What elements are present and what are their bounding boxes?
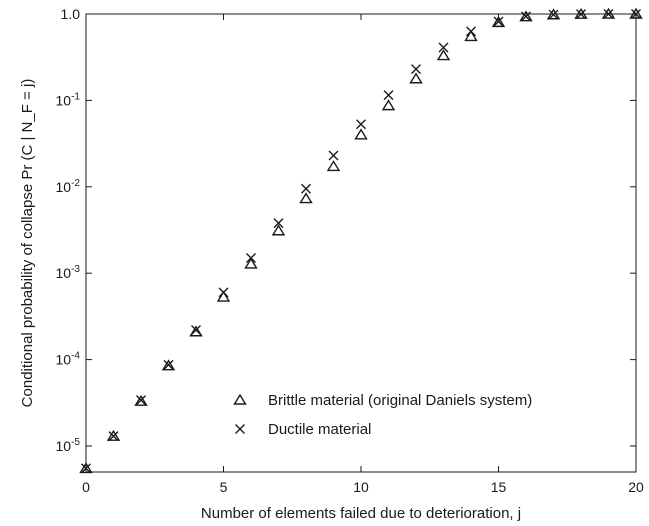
brittle-point-7 [271,224,286,236]
ductile-point-2 [136,395,146,406]
ductile-point-11 [383,90,394,101]
brittle-point-1 [106,429,121,441]
brittle-point-16 [519,10,533,22]
brittle-point-8 [299,192,313,204]
x-axis-title: Number of elements failed due to deterio… [201,505,521,522]
ductile-point-7 [273,218,284,229]
x-tick-label-4: 20 [628,479,644,495]
ductile-point-3 [163,359,174,370]
ductile-point-6 [246,252,256,263]
ductile-point-13 [438,42,449,53]
legend-cross-marker [235,424,245,434]
ductile-point-14 [466,26,476,37]
brittle-point-12 [409,72,423,84]
ductile-point-12 [411,64,421,75]
ductile-point-10 [356,119,366,130]
ductile-point-8 [301,183,311,194]
x-tick-label-1: 5 [220,479,228,495]
brittle-point-9 [326,160,341,172]
y-axis-title: Conditional probability of collapse Pr (… [19,79,36,408]
x-tick-label-3: 15 [491,479,507,495]
y-tick-label-3: 10-2 [56,178,81,195]
legend-label-ductile: Ductile material [268,421,371,438]
series-brittle [79,7,643,474]
ductile-point-1 [108,431,119,442]
brittle-point-17 [546,8,561,20]
brittle-point-3 [161,359,176,371]
brittle-point-14 [464,30,478,42]
y-tick-label-2: 10-3 [56,264,81,281]
x-axis-ticks: 0 5 10 15 20 [82,14,644,495]
ductile-point-19 [603,9,614,20]
y-axis-ticks: 10-5 10-4 10-3 10-2 10-1 1.0 [56,6,636,454]
brittle-point-20 [629,7,643,19]
plot-area [85,13,637,473]
ductile-point-17 [548,9,559,20]
brittle-point-11 [381,99,396,111]
brittle-point-15 [491,16,506,28]
legend-marker-ductile [235,424,245,434]
brittle-point-5 [216,290,231,302]
brittle-point-6 [244,257,258,269]
y-tick-label-5: 1.0 [61,6,81,22]
brittle-point-10 [354,128,368,140]
legend: Brittle material (original Daniels syste… [233,392,532,438]
brittle-point-13 [436,49,451,61]
series-ductile [81,9,641,474]
brittle-point-18 [574,7,588,19]
y-tick-label-0: 10-5 [56,437,81,454]
y-tick-label-1: 10-4 [56,351,81,368]
x-tick-label-2: 10 [353,479,369,495]
brittle-point-2 [134,394,148,406]
ductile-point-5 [218,287,229,298]
y-tick-label-4: 10-1 [56,91,81,108]
legend-marker-brittle [233,393,247,405]
ductile-point-9 [328,150,339,161]
ductile-point-16 [521,11,531,22]
brittle-point-0 [79,462,93,474]
ductile-point-18 [576,9,586,20]
data-points [79,7,643,474]
ductile-point-15 [493,16,504,27]
brittle-point-19 [601,7,616,19]
brittle-point-4 [189,325,203,337]
ductile-point-20 [631,9,641,19]
ductile-point-4 [191,325,201,336]
ductile-point-0 [81,463,91,474]
legend-label-brittle: Brittle material (original Daniels syste… [268,392,532,409]
legend-triangle-marker [233,393,247,405]
x-tick-label-0: 0 [82,479,90,495]
